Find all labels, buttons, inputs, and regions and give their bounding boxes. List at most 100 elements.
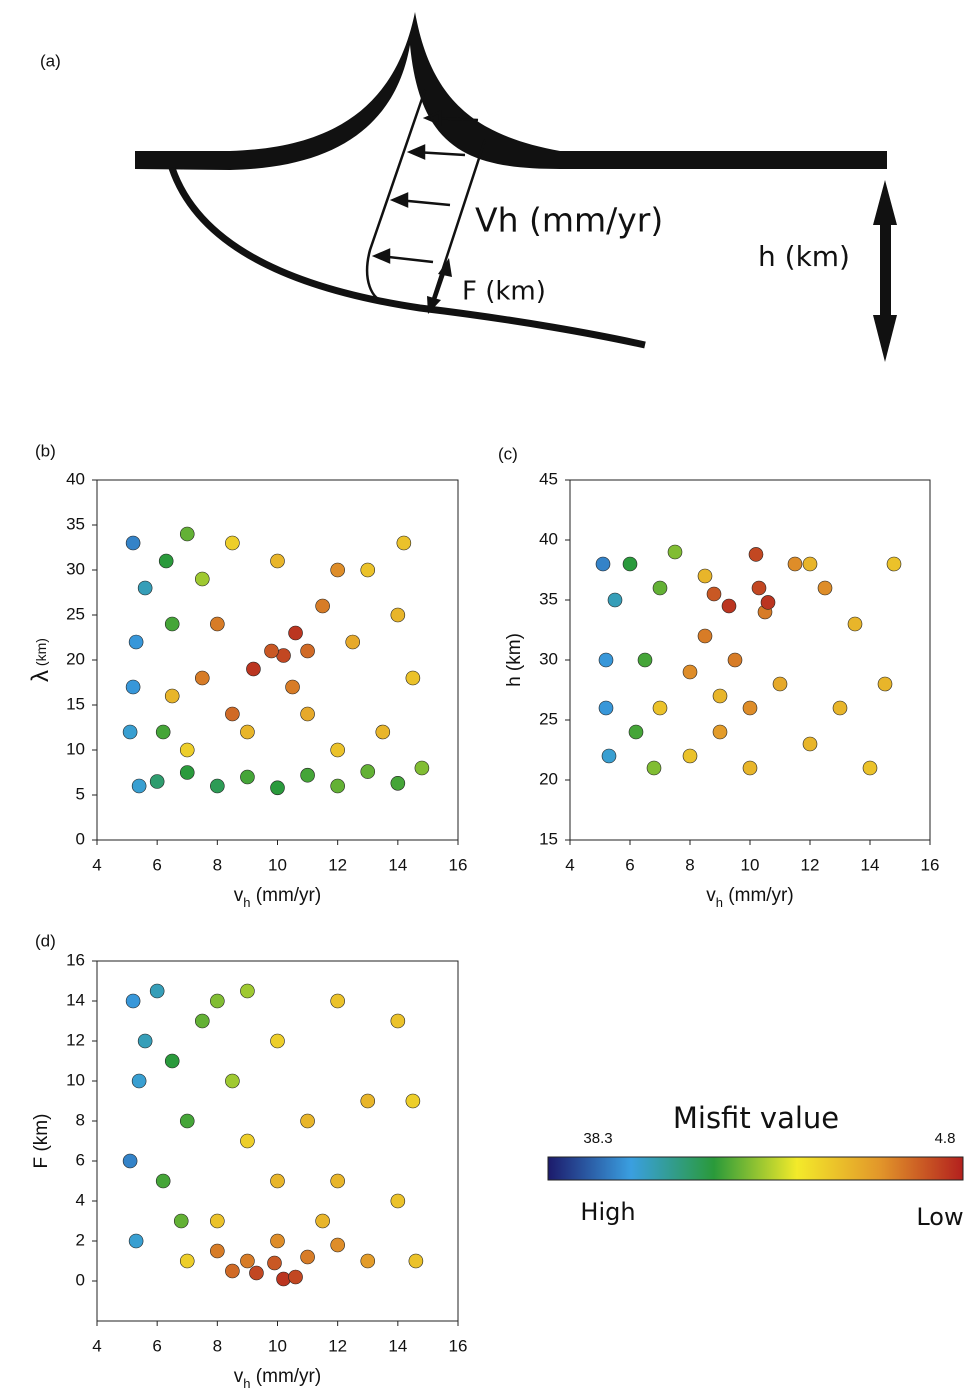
- x-tick-label: 10: [268, 1336, 287, 1355]
- point: [330, 1173, 345, 1189]
- y-tick-label: 40: [66, 469, 85, 488]
- point: [408, 1253, 424, 1269]
- point: [847, 616, 863, 632]
- point: [131, 778, 147, 794]
- point: [414, 760, 430, 776]
- point: [264, 643, 279, 659]
- point: [270, 780, 285, 796]
- point: [601, 748, 617, 764]
- x-axis-label-part: v: [234, 885, 244, 906]
- point: [270, 1033, 285, 1049]
- point: [300, 1249, 315, 1265]
- thickness-label: F (km): [462, 277, 546, 307]
- y-tick-label: 5: [76, 784, 85, 803]
- point: [637, 652, 653, 668]
- point: [405, 1093, 421, 1109]
- point: [149, 774, 165, 789]
- thickness-arrow: [427, 258, 452, 314]
- y-tick-label: 0: [76, 1270, 85, 1289]
- point: [194, 670, 210, 686]
- point: [742, 700, 758, 716]
- panel-label: (a): [40, 51, 61, 70]
- x-tick-label: 10: [268, 855, 287, 874]
- point: [210, 1213, 225, 1229]
- point: [288, 625, 303, 641]
- colorbar-high: 38.3: [583, 1130, 612, 1147]
- x-axis-label-part: v: [234, 1366, 244, 1387]
- point: [330, 562, 345, 578]
- point: [817, 580, 833, 596]
- point: [276, 1271, 291, 1287]
- point: [697, 628, 713, 644]
- point: [595, 556, 611, 572]
- point: [267, 1255, 282, 1271]
- panel-label: (d): [35, 931, 56, 950]
- point: [270, 553, 285, 569]
- x-tick-label: 12: [801, 855, 820, 874]
- y-tick-label: 30: [66, 559, 85, 578]
- point: [405, 670, 421, 686]
- x-tick-label: 6: [152, 1336, 161, 1355]
- y-tick-label: 45: [539, 469, 558, 488]
- colorbar-low-label: Low: [916, 1203, 963, 1231]
- x-tick-label: 8: [213, 1336, 222, 1355]
- point: [225, 1263, 240, 1279]
- y-tick-label: 25: [539, 709, 558, 728]
- x-tick-label: 16: [449, 855, 468, 874]
- point: [727, 652, 743, 668]
- point: [240, 1253, 255, 1269]
- fault: [168, 166, 646, 349]
- point: [330, 993, 345, 1009]
- x-axis-label: vh (mm/yr): [234, 885, 321, 910]
- point: [712, 688, 728, 704]
- point: [128, 634, 144, 650]
- y-tick-label: 2: [76, 1230, 85, 1249]
- y-tick-label: 25: [66, 604, 85, 623]
- x-axis-label-part: (mm/yr): [251, 885, 322, 906]
- point: [300, 706, 315, 722]
- panel-label: (b): [35, 441, 56, 460]
- point: [315, 598, 330, 614]
- depth-arrow: [873, 180, 897, 362]
- colorbar-title: Misfit value: [673, 1101, 839, 1135]
- point: [360, 562, 376, 578]
- crust-surface: [135, 12, 887, 170]
- plot-frame: [569, 479, 931, 841]
- x-axis-label-part: h: [243, 895, 250, 910]
- point: [240, 724, 255, 740]
- x-tick-label: 6: [152, 855, 161, 874]
- x-tick-label: 14: [861, 855, 880, 874]
- point: [240, 1133, 255, 1149]
- x-tick-label: 4: [565, 855, 574, 874]
- point: [210, 1243, 225, 1259]
- point: [225, 706, 240, 722]
- point: [210, 616, 225, 632]
- point: [122, 724, 138, 740]
- point: [667, 544, 683, 560]
- y-axis-label-part: λ: [27, 670, 54, 682]
- point: [179, 526, 195, 542]
- point: [622, 556, 638, 572]
- point: [125, 993, 141, 1009]
- x-tick-label: 16: [921, 855, 940, 874]
- point: [802, 556, 818, 572]
- point: [240, 983, 255, 999]
- point: [194, 571, 210, 587]
- point: [862, 760, 878, 776]
- point: [760, 595, 776, 610]
- y-tick-label: 15: [66, 694, 85, 713]
- x-axis-label-part: h: [716, 895, 723, 910]
- point: [164, 688, 180, 704]
- colorbar-low: 4.8: [935, 1130, 956, 1147]
- point: [179, 765, 195, 780]
- point: [164, 1053, 180, 1069]
- y-tick-label: 35: [66, 514, 85, 533]
- point: [300, 1113, 315, 1129]
- point: [712, 724, 728, 740]
- point: [706, 586, 722, 602]
- point: [300, 767, 315, 783]
- point: [179, 1113, 195, 1129]
- y-axis-label-part: F (km): [31, 1114, 52, 1169]
- point: [173, 1213, 189, 1229]
